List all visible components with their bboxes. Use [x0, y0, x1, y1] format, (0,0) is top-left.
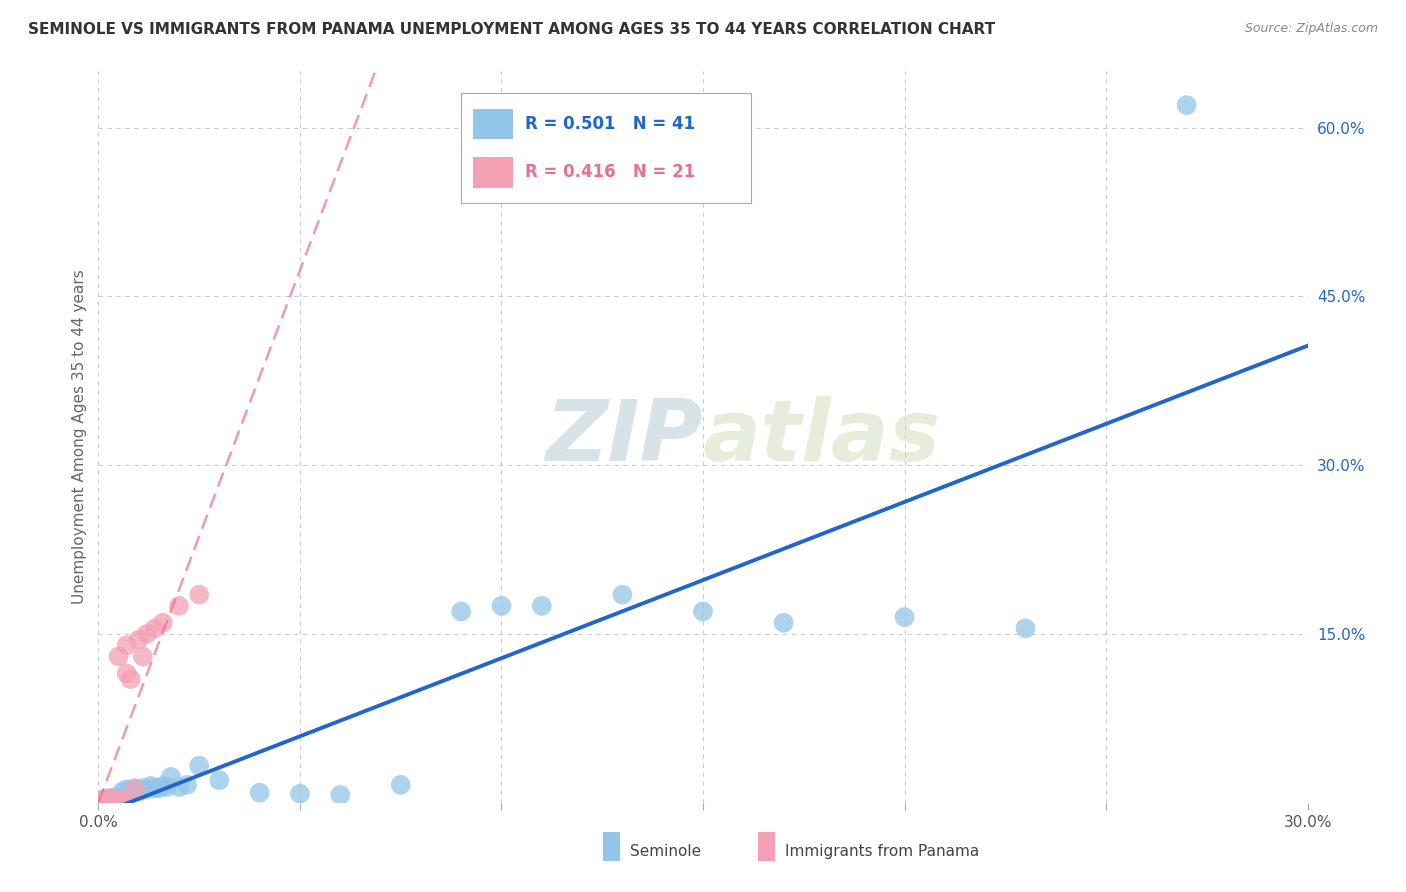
Point: [152, 615, 174, 630]
Point: [692, 605, 714, 619]
Text: atlas: atlas: [703, 395, 941, 479]
Point: [103, 790, 125, 805]
Point: [160, 770, 183, 784]
Point: [107, 795, 129, 809]
Point: [103, 795, 125, 809]
Point: [612, 588, 634, 602]
Point: [1014, 621, 1036, 635]
Point: [91, 792, 114, 806]
Point: [103, 793, 125, 807]
Point: [96, 791, 118, 805]
Point: [143, 621, 166, 635]
Point: [100, 792, 122, 806]
Point: [111, 793, 134, 807]
Point: [249, 786, 271, 800]
Text: Source: ZipAtlas.com: Source: ZipAtlas.com: [1244, 22, 1378, 36]
Point: [124, 782, 146, 797]
Point: [188, 758, 211, 772]
Point: [772, 615, 794, 630]
Point: [176, 778, 198, 792]
Text: SEMINOLE VS IMMIGRANTS FROM PANAMA UNEMPLOYMENT AMONG AGES 35 TO 44 YEARS CORREL: SEMINOLE VS IMMIGRANTS FROM PANAMA UNEMP…: [28, 22, 995, 37]
Point: [135, 782, 157, 797]
Point: [893, 610, 915, 624]
Point: [530, 599, 553, 613]
Text: ZIP: ZIP: [546, 395, 703, 479]
Point: [288, 787, 311, 801]
Point: [96, 795, 118, 809]
Point: [96, 793, 118, 807]
Point: [167, 599, 190, 613]
Point: [128, 632, 150, 647]
Point: [107, 649, 129, 664]
Point: [1175, 98, 1198, 112]
Point: [156, 780, 179, 794]
Point: [107, 792, 129, 806]
Point: [389, 778, 412, 792]
Point: [450, 605, 472, 619]
Point: [111, 784, 134, 798]
Point: [91, 793, 114, 807]
Point: [135, 627, 157, 641]
Point: [120, 783, 142, 797]
Point: [115, 782, 138, 797]
Point: [115, 638, 138, 652]
Y-axis label: Unemployment Among Ages 35 to 44 years: Unemployment Among Ages 35 to 44 years: [72, 269, 87, 605]
Point: [152, 779, 174, 793]
Text: Immigrants from Panama: Immigrants from Panama: [785, 845, 979, 859]
Point: [91, 795, 114, 809]
Point: [167, 780, 190, 794]
Point: [100, 793, 122, 807]
Text: Seminole: Seminole: [630, 845, 702, 859]
Point: [124, 781, 146, 796]
Point: [100, 791, 122, 805]
Point: [91, 795, 114, 809]
Point: [132, 781, 155, 796]
Point: [100, 795, 122, 809]
Point: [115, 666, 138, 681]
Point: [143, 781, 166, 796]
Point: [107, 792, 129, 806]
Point: [148, 781, 170, 796]
Point: [96, 792, 118, 806]
Point: [132, 649, 155, 664]
Point: [139, 779, 162, 793]
Point: [491, 599, 513, 613]
Point: [120, 672, 142, 686]
Point: [128, 784, 150, 798]
Point: [329, 788, 352, 802]
Point: [188, 588, 211, 602]
Point: [96, 795, 118, 809]
Point: [208, 773, 231, 788]
